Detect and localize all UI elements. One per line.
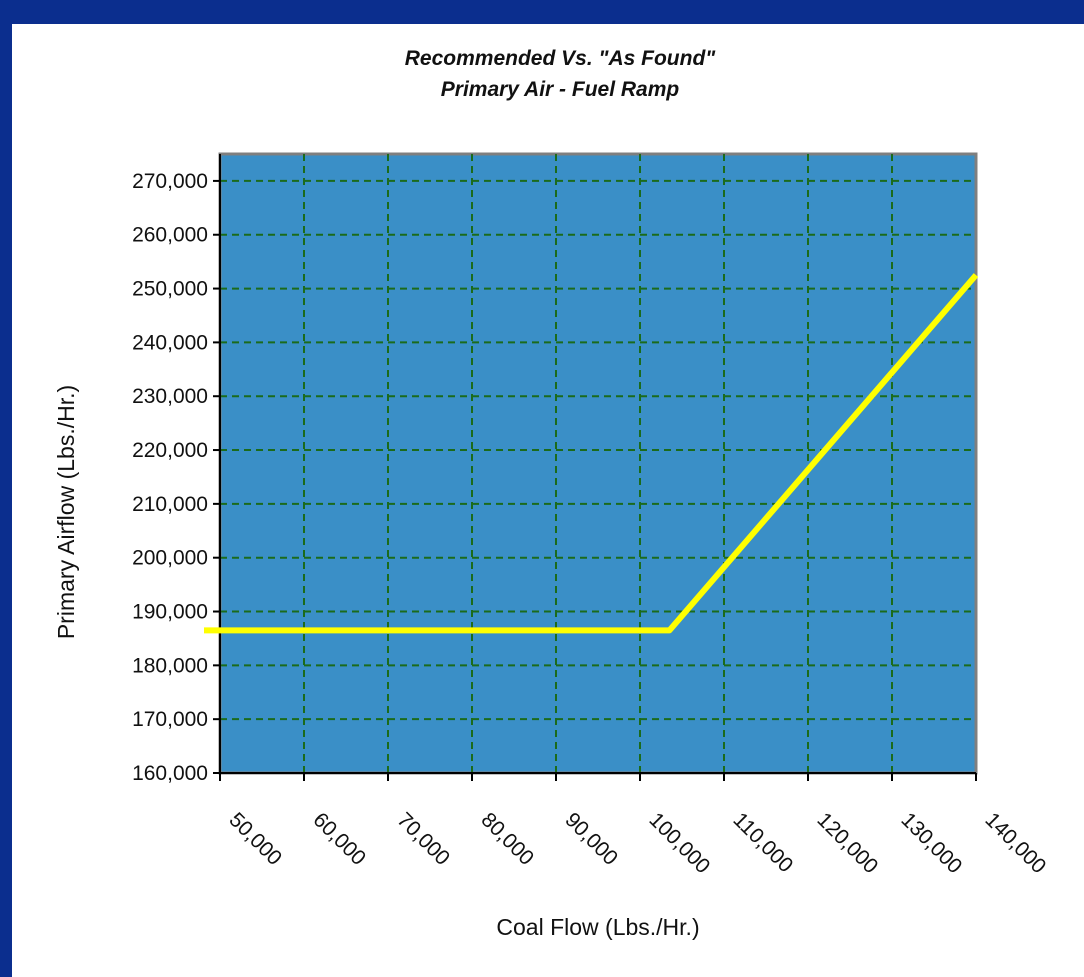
plot-area: 270,000 260,000 250,000 240,000 230,000 220,0…	[132, 152, 1050, 878]
x-tick-label: 110,000	[728, 808, 797, 877]
chart-title: Recommended Vs. "As Found"	[405, 47, 717, 70]
y-tick-label: 210,000	[132, 493, 208, 516]
x-tick-label: 130,000	[896, 808, 966, 878]
y-tick-label: 190,000	[132, 601, 208, 624]
y-tick-label: 260,000	[132, 224, 208, 247]
y-tick-label: 200,000	[132, 547, 208, 570]
x-axis-label: Coal Flow (Lbs./Hr.)	[496, 914, 699, 940]
x-tick-label: 70,000	[392, 808, 454, 870]
y-tick-label: 170,000	[132, 708, 208, 731]
y-tick-label: 240,000	[132, 331, 208, 354]
x-tick-label: 90,000	[560, 808, 622, 870]
series-line	[204, 273, 979, 634]
plot-background	[218, 152, 978, 775]
y-tick-label: 230,000	[132, 385, 208, 408]
y-tick-label: 270,000	[132, 170, 208, 193]
chart-svg: Recommended Vs. "As Found" Primary Air -…	[53, 47, 1050, 940]
y-tick-label: 250,000	[132, 278, 208, 301]
x-tick-label: 100,000	[644, 808, 714, 878]
y-tick-label: 160,000	[132, 762, 208, 785]
x-tick-label: 80,000	[476, 808, 538, 870]
x-tick-label: 140,000	[980, 808, 1050, 878]
x-tick-label: 50,000	[224, 808, 286, 870]
chart-panel: Recommended Vs. "As Found" Primary Air -…	[12, 24, 1084, 977]
y-tick-label: 220,000	[132, 439, 208, 462]
y-tick-label: 180,000	[132, 654, 208, 677]
y-axis-label: Primary Airflow (Lbs./Hr.)	[53, 385, 79, 639]
x-tick-label: 60,000	[308, 808, 370, 870]
chart-subtitle: Primary Air - Fuel Ramp	[441, 78, 680, 101]
x-tick-label: 120,000	[812, 808, 882, 878]
